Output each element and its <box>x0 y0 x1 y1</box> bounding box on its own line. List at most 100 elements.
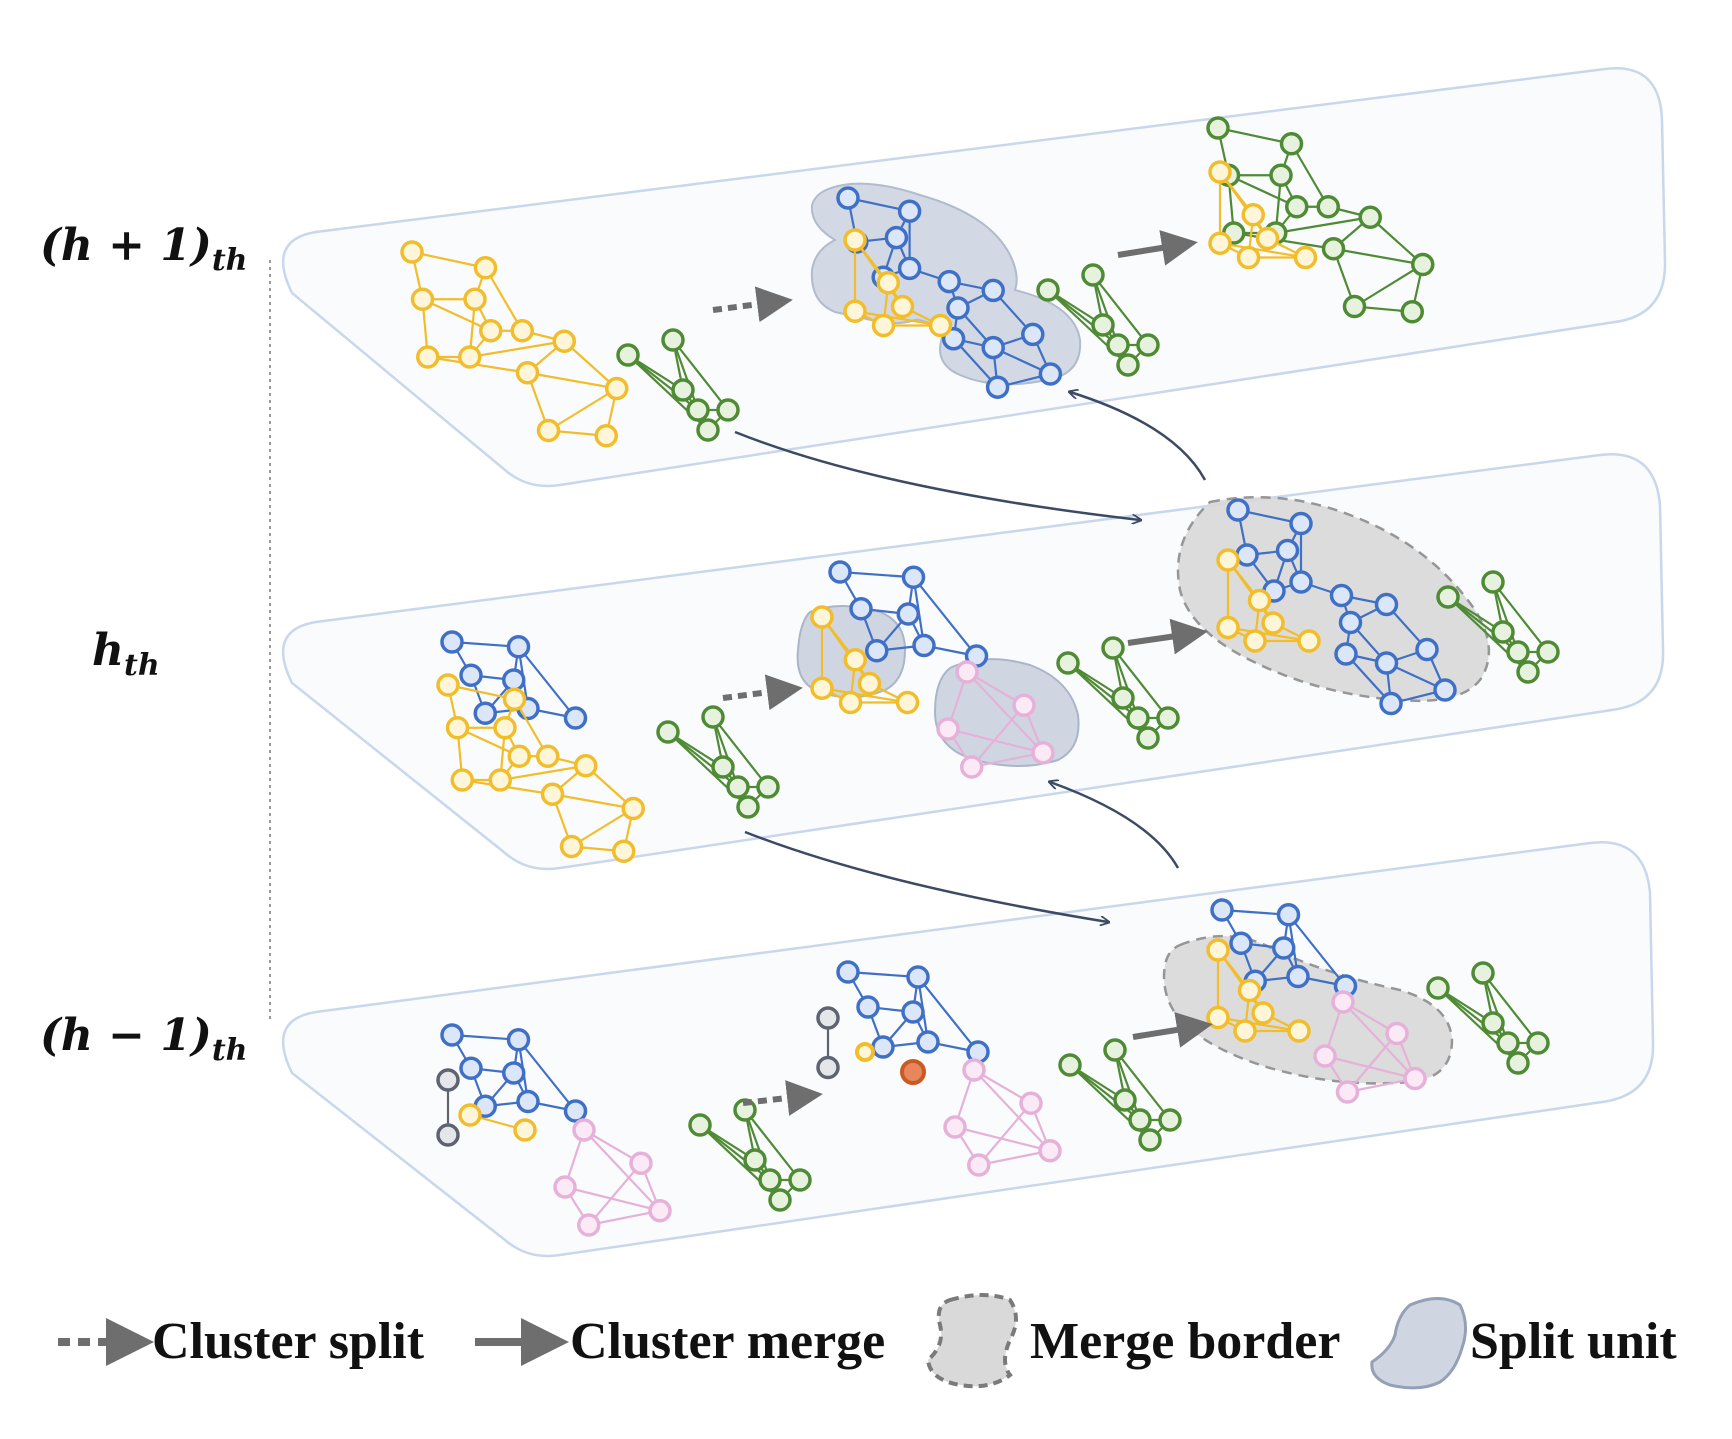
graph-node <box>1081 263 1105 287</box>
graph-node <box>1481 1011 1505 1035</box>
graph-node <box>711 755 735 779</box>
graph-node <box>1012 693 1036 717</box>
cluster-merge-arrow <box>1127 618 1208 655</box>
graph-node <box>1411 252 1435 277</box>
graph-edge <box>854 239 904 308</box>
graph-node <box>1128 1108 1152 1132</box>
graph-node <box>1426 976 1450 1000</box>
graph-node <box>896 602 920 626</box>
graph-edge <box>821 616 871 685</box>
green-cluster <box>1426 961 1550 1075</box>
level-transition-curve <box>734 430 1140 520</box>
graph-node <box>937 269 961 294</box>
graph-node <box>1342 294 1367 319</box>
graph-node <box>836 186 860 210</box>
graph-edge <box>854 310 941 327</box>
graph-node <box>1226 498 1250 522</box>
graph-node <box>743 1148 767 1172</box>
level-transition-curve <box>1050 782 1180 869</box>
graph-node <box>1136 726 1160 750</box>
graph-node <box>716 398 740 422</box>
graph-node <box>843 648 867 672</box>
graph-node <box>594 424 618 448</box>
graph-node <box>410 287 435 311</box>
graph-node <box>605 376 629 401</box>
graph-node <box>459 663 483 687</box>
graph-node <box>981 278 1005 303</box>
graph-edge <box>583 1129 661 1212</box>
graph-node <box>1286 964 1310 989</box>
graph-node <box>1206 116 1230 140</box>
graph-node <box>890 294 915 319</box>
graph-node <box>563 706 588 730</box>
graph-node <box>473 256 498 280</box>
graph-node <box>1316 195 1340 219</box>
yellow-cluster <box>400 240 629 448</box>
graph-node <box>440 630 464 654</box>
graph-node <box>843 228 867 252</box>
graph-node <box>1403 1066 1427 1091</box>
graph-node <box>1216 615 1240 640</box>
graph-node <box>985 375 1010 399</box>
graph-node <box>574 754 598 778</box>
graph-node <box>936 717 960 741</box>
graph-node <box>1138 1128 1162 1152</box>
graph-node <box>1056 651 1080 675</box>
green-cluster <box>656 705 780 819</box>
graph-node <box>1433 678 1457 702</box>
pink-cluster <box>936 660 1055 779</box>
cluster-split-arrow <box>712 286 793 323</box>
graph-edge <box>712 716 769 788</box>
graph-node <box>1101 636 1125 660</box>
graph-node <box>1400 300 1424 324</box>
legend-unit-label: Split unit <box>1470 1313 1677 1370</box>
graph-node <box>1297 629 1321 653</box>
pink-cluster <box>943 1058 1062 1177</box>
graph-node <box>1313 1044 1337 1068</box>
graph-edge <box>1112 647 1169 719</box>
legend-border-label: Merge border <box>1030 1313 1341 1370</box>
graph-edge <box>1342 1001 1416 1080</box>
graph-edge <box>1369 216 1424 266</box>
level-label-lower: (h − 1)th <box>40 1010 248 1068</box>
graph-node <box>1385 1021 1409 1046</box>
graph-node <box>502 1061 526 1085</box>
graph-node <box>1106 333 1130 357</box>
graph-node <box>458 1103 482 1127</box>
graph-node <box>502 668 526 692</box>
graph-node <box>1208 160 1232 184</box>
yellow-cluster <box>1206 938 1311 1043</box>
graph-edge <box>671 339 700 411</box>
graph-node <box>943 1115 967 1139</box>
graph-node <box>856 995 880 1019</box>
graph-node <box>1255 226 1280 251</box>
graph-node <box>810 676 834 700</box>
graph-node <box>701 705 725 729</box>
graph-edge <box>1217 1016 1300 1033</box>
graph-node <box>962 1058 986 1082</box>
graph-node <box>1261 611 1285 635</box>
graph-node <box>1206 1005 1230 1030</box>
graph-edge <box>1275 216 1371 235</box>
graph-node <box>513 1118 537 1142</box>
graph-node <box>906 965 930 989</box>
graph-node <box>506 1028 531 1052</box>
yellow-pair <box>458 1103 537 1142</box>
graph-node <box>1136 333 1160 357</box>
graph-node <box>572 1118 596 1142</box>
graph-node <box>1506 1051 1530 1075</box>
graph-node <box>1415 637 1439 662</box>
cluster-merge-arrow <box>1117 230 1198 266</box>
yellow-cluster <box>436 673 645 863</box>
blue-cluster <box>1226 498 1457 716</box>
graph-node <box>871 313 896 338</box>
graph-node <box>857 671 882 696</box>
graph-edge <box>564 1185 661 1212</box>
graph-node <box>577 1213 601 1237</box>
graph-node <box>1334 642 1358 666</box>
graph-node <box>871 1035 895 1059</box>
graph-node <box>1329 583 1354 608</box>
graph-node <box>981 335 1005 360</box>
cluster-split-arrow <box>722 674 803 711</box>
graph-node <box>1206 938 1230 962</box>
